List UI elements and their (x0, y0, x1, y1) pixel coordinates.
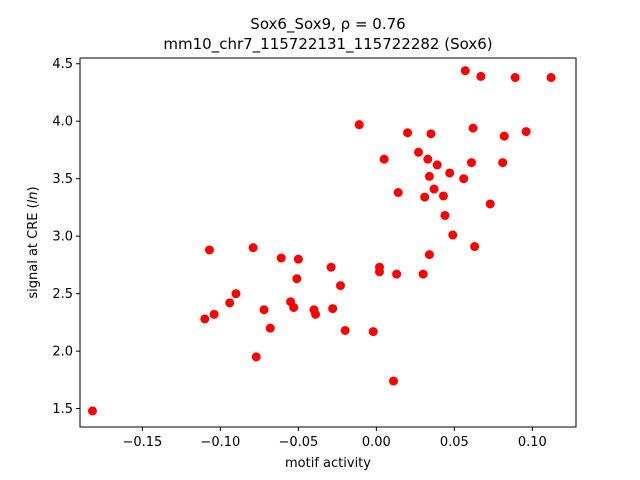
x-axis-label: motif activity (285, 456, 371, 471)
data-point (231, 289, 241, 299)
y-tick-label: 4.0 (52, 115, 73, 130)
data-point (326, 262, 336, 272)
y-tick-label: 2.5 (52, 287, 73, 302)
data-point (200, 314, 210, 324)
y-tick-label: 1.5 (52, 402, 73, 417)
data-point (460, 66, 470, 76)
data-point (403, 128, 413, 138)
x-tick-label: −0.10 (200, 435, 240, 450)
data-point (340, 325, 350, 335)
data-point (420, 192, 430, 202)
data-points (87, 66, 556, 416)
data-point (311, 309, 321, 319)
x-tick-label: −0.15 (122, 435, 162, 450)
data-point (426, 129, 436, 139)
data-point (440, 210, 450, 220)
x-tick-label: 0.10 (518, 435, 547, 450)
data-point (485, 199, 495, 209)
data-point (424, 171, 434, 181)
data-point (393, 187, 403, 197)
data-point (521, 127, 531, 137)
data-point (424, 250, 434, 260)
data-point (438, 191, 448, 201)
data-point (432, 160, 442, 170)
y-tick-label: 3.5 (52, 172, 73, 187)
y-axis: 1.5 2.0 2.5 3.0 3.5 4.0 4.5 (52, 57, 80, 417)
data-point (468, 123, 478, 133)
data-point (546, 73, 556, 83)
data-point (289, 302, 299, 312)
data-point (87, 406, 97, 416)
data-point (225, 298, 235, 308)
x-tick-label: 0.05 (440, 435, 469, 450)
data-point (293, 254, 303, 264)
data-point (413, 147, 423, 157)
y-tick-label: 2.0 (52, 345, 73, 360)
data-point (204, 245, 214, 255)
x-tick-label: 0.00 (362, 435, 391, 450)
data-point (499, 131, 509, 141)
data-point (418, 269, 428, 279)
data-point (374, 267, 384, 277)
data-point (379, 154, 389, 164)
chart-title: Sox6_Sox9, ρ = 0.76 (250, 15, 405, 34)
data-point (429, 184, 439, 194)
data-point (368, 327, 378, 337)
data-point (510, 73, 520, 83)
data-point (328, 304, 338, 314)
x-tick-label: −0.05 (278, 435, 318, 450)
data-point (259, 305, 269, 315)
data-point (448, 230, 458, 240)
data-point (459, 174, 469, 184)
data-point (276, 253, 286, 263)
data-point (354, 120, 364, 130)
data-point (265, 323, 275, 333)
data-point (389, 376, 399, 386)
y-axis-label-italic: ln (26, 191, 41, 203)
data-point (209, 309, 219, 319)
data-point (470, 242, 480, 252)
data-point (392, 269, 402, 279)
data-point (423, 154, 433, 164)
y-axis-label-suffix: ) (26, 186, 41, 191)
data-point (335, 281, 345, 291)
x-axis: −0.15 −0.10 −0.05 0.00 0.05 0.10 (122, 427, 547, 450)
y-tick-label: 3.0 (52, 230, 73, 245)
data-point (466, 158, 476, 168)
data-point (292, 274, 302, 284)
data-point (498, 158, 508, 168)
y-axis-label: signal at CRE (ln) (26, 186, 41, 298)
axes-frame (79, 57, 577, 428)
chart-subtitle: mm10_chr7_115722131_115722282 (Sox6) (163, 35, 492, 54)
y-tick-label: 4.5 (52, 57, 73, 72)
data-point (476, 71, 486, 81)
data-point (445, 168, 455, 178)
data-point (251, 352, 261, 362)
data-point (248, 243, 258, 253)
y-axis-label-prefix: signal at CRE ( (26, 203, 41, 298)
